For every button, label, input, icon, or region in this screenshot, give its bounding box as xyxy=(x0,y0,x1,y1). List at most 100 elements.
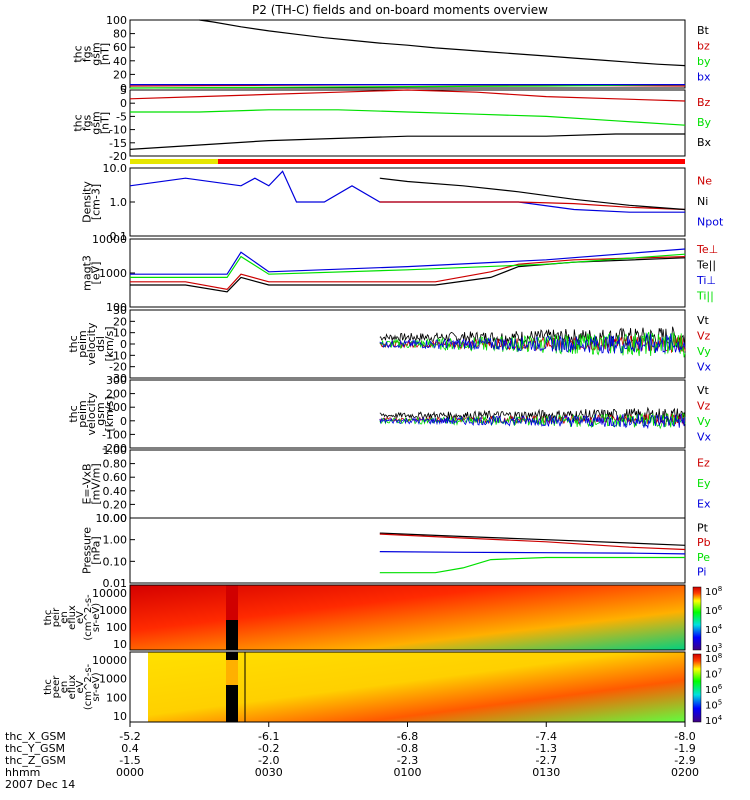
series-Ni xyxy=(379,177,686,211)
legend-Pi: Pi xyxy=(697,566,706,579)
y-tick-label: 0.40 xyxy=(103,485,128,498)
spectrogram-ion-gap-fill xyxy=(226,585,238,620)
y-tick-label: 1.00 xyxy=(103,534,128,547)
y-tick-label: 0 xyxy=(120,97,127,110)
legend-Vt: Vt xyxy=(697,314,710,327)
panel-density: 10.0 1.0 0.1 Density[cm-3] Ne Ni Npot xyxy=(81,162,724,243)
x-axis: thc_X_GSM -5.2 -6.1 -6.8 -7.4 -8.0 thc_Y_GSM 0.… xyxy=(5,722,699,791)
y-tick-label: 30 xyxy=(113,304,127,317)
colorbar-tick-label: 108 xyxy=(705,585,722,598)
y-tick-label: 0 xyxy=(120,415,127,428)
y-axis-label: thcpeimvelocitydsl[km/s] xyxy=(67,322,116,365)
y-tick-label: -10 xyxy=(109,124,127,137)
y-axis-label: thcfgsgsm[nT] xyxy=(72,111,112,134)
spectrogram-ion-image xyxy=(130,585,685,650)
legend-by: by xyxy=(697,55,711,68)
spec-tick-label: 1000 xyxy=(99,604,127,617)
spectrogram-labels: 10000 1000 100 10 thcpeirenefluxeV(cm^2-s-sr… xyxy=(43,585,723,727)
y-tick-label: 0.10 xyxy=(103,555,128,568)
orbit-value: -1.9 xyxy=(674,742,695,755)
orbit-value: -2.9 xyxy=(674,754,695,767)
colorbar-tick-label: 104 xyxy=(705,623,723,636)
spectrogram-electron-gap-fill xyxy=(226,660,238,685)
orbit-value: -2.3 xyxy=(397,754,418,767)
y-tick-label: -10 xyxy=(109,349,127,362)
spec-tick-label: 10000 xyxy=(92,587,127,600)
legend-Vy: Vy xyxy=(697,345,711,358)
plot-title: P2 (TH-C) fields and on-board moments ov… xyxy=(252,3,548,17)
orbit-value: -1.5 xyxy=(119,754,140,767)
y-tick-label: 300 xyxy=(106,374,127,387)
orbit-row-label: thc_Z_GSM xyxy=(5,754,66,767)
spec-tick-label: 1000 xyxy=(99,673,127,686)
series-Ti|| xyxy=(130,253,686,278)
y-tick-label: 5 xyxy=(120,84,127,97)
y-tick-label: -5 xyxy=(116,110,127,123)
series-Ti⊥ xyxy=(130,248,686,275)
y-tick-label: 1000 xyxy=(99,267,127,280)
spec-y-label: thcpeerenefluxeV(cm^2-s-sr-eV) xyxy=(43,663,102,710)
legend-Bt: Bt xyxy=(697,24,710,37)
legend-Npot: Npot xyxy=(697,216,724,229)
y-tick-label: 60 xyxy=(113,41,127,54)
x-axis-label: hhmm xyxy=(5,766,40,779)
y-tick-label: 40 xyxy=(113,55,127,68)
colorbar-tick-label: 108 xyxy=(705,652,722,665)
spectrogram-ion xyxy=(129,584,702,651)
status-bar-red xyxy=(218,159,685,164)
x-tick-label: 0100 xyxy=(394,766,422,779)
legend-Vz: Vz xyxy=(697,399,711,412)
spec-y-label: thcpeirenefluxeV(cm^2-s-sr-eV) xyxy=(43,594,102,641)
line-panels: 100806040200thcfgsgsm[nT]Btbzbybx50-5-10… xyxy=(67,14,724,590)
spectrogram-electron-blank xyxy=(130,652,148,722)
series-Pb xyxy=(379,533,686,551)
y-tick-label: 0.01 xyxy=(103,577,128,590)
series-Vt xyxy=(379,406,686,424)
spec-tick-label: 100 xyxy=(106,621,127,634)
legend-Te⊥: Te⊥ xyxy=(696,243,718,256)
spec-tick-label: 10000 xyxy=(92,654,127,667)
orbit-value: 0.4 xyxy=(121,742,139,755)
panel-frame xyxy=(129,449,686,519)
series-Pt xyxy=(379,532,686,546)
y-tick-label: 1.0 xyxy=(110,196,128,209)
y-tick-label: 0.80 xyxy=(103,458,128,471)
y-tick-label: 80 xyxy=(113,28,127,41)
series-Vy xyxy=(379,412,686,430)
panel-velocity_dsl: 3020100-10-20-30thcpeimvelocitydsl[km/s]… xyxy=(67,304,712,385)
y-tick-label: 10000 xyxy=(92,233,127,246)
legend-Bx: Bx xyxy=(697,136,712,149)
spec-tick-label: 10 xyxy=(113,638,127,651)
y-tick-label: 0.1 xyxy=(110,230,128,243)
x-tick-label: 0200 xyxy=(671,766,699,779)
orbit-value: -2.0 xyxy=(258,754,279,767)
legend-Vy: Vy xyxy=(697,415,711,428)
y-tick-label: -30 xyxy=(109,372,127,385)
orbit-value: -6.1 xyxy=(258,730,279,743)
orbit-value: -5.2 xyxy=(119,730,140,743)
y-tick-label: -20 xyxy=(109,361,127,374)
y-axis-label: thcfgsgsm[nT] xyxy=(72,42,112,65)
panel-frame xyxy=(129,517,686,584)
y-axis-label: Pressure[nPa] xyxy=(81,527,103,574)
series-Bz xyxy=(129,89,686,102)
y-tick-label: 0 xyxy=(120,82,127,95)
orbit-value: -2.7 xyxy=(536,754,557,767)
panel-frame xyxy=(129,89,686,157)
series-Bt xyxy=(199,19,686,67)
legend-Pb: Pb xyxy=(697,536,711,549)
series-by xyxy=(129,84,686,89)
orbit-row-label: thc_X_GSM xyxy=(5,730,66,743)
y-axis-label: thcpeimvelocitygsm[km/s] xyxy=(67,392,116,435)
legend-Pt: Pt xyxy=(697,521,709,534)
series-Vx xyxy=(379,413,686,430)
spec-tick-label: 10 xyxy=(113,710,127,723)
series-Bx xyxy=(129,133,685,150)
y-tick-label: 100 xyxy=(106,14,127,27)
y-tick-label: 0.00 xyxy=(103,512,128,525)
orbit-value: -1.3 xyxy=(536,742,557,755)
y-axis-label: Density[cm-3] xyxy=(81,181,103,223)
